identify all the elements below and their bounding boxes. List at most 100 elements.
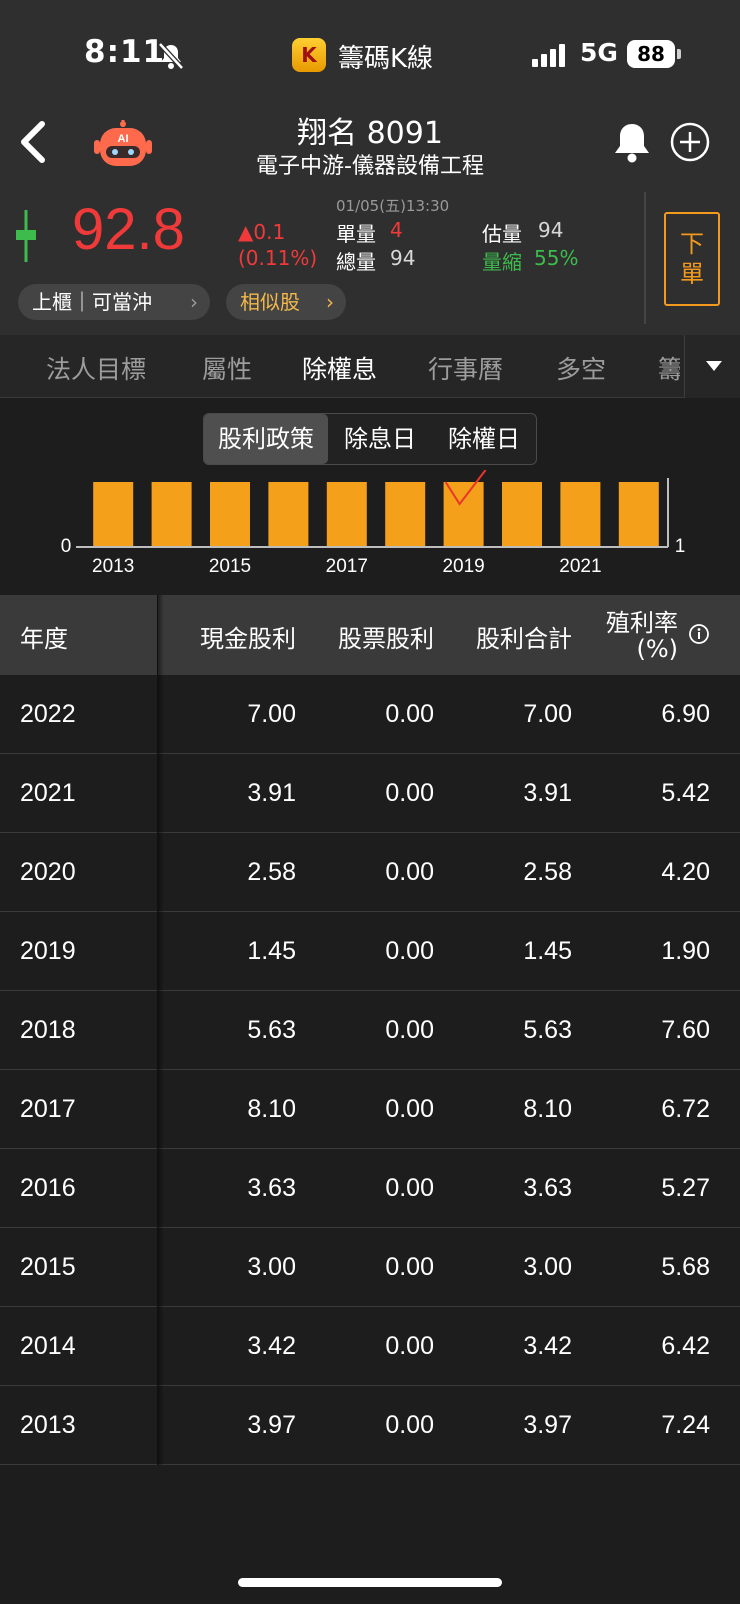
order-button-line1: 下 — [680, 230, 704, 258]
chart-x-tick-label: 2015 — [209, 556, 251, 577]
bell-icon[interactable] — [612, 120, 652, 164]
cell-stock-dividend: 0.00 — [385, 858, 434, 886]
cell-cash-dividend: 3.63 — [247, 1174, 296, 1202]
cell-stock-dividend: 0.00 — [385, 1095, 434, 1123]
add-watchlist-icon[interactable] — [670, 122, 710, 162]
cell-yield: 5.27 — [661, 1174, 710, 1202]
silent-bell-icon — [158, 42, 184, 70]
table-row[interactable]: 2015 3.00 0.00 3.00 5.68 — [0, 1228, 740, 1307]
cell-stock-dividend: 0.00 — [385, 779, 434, 807]
chart-y-left-label: 0 — [61, 536, 72, 557]
table-row[interactable]: 2017 8.10 0.00 8.10 6.72 — [0, 1070, 740, 1149]
tab-dropdown-button[interactable] — [684, 335, 740, 398]
single-volume-label: 單量 — [336, 222, 376, 246]
cell-total-dividend: 7.00 — [523, 700, 572, 728]
candlestick-icon — [16, 210, 36, 262]
cell-cash-dividend: 3.00 — [247, 1253, 296, 1281]
app-logo-icon: K — [292, 38, 326, 72]
segment-dividend-policy[interactable]: 股利政策 — [204, 414, 328, 464]
back-arrow-icon[interactable] — [18, 120, 48, 164]
tab-attributes[interactable]: 屬性 — [202, 355, 253, 384]
cell-yield: 7.24 — [661, 1411, 710, 1439]
signal-icon — [532, 44, 565, 67]
network-type: 5G — [580, 38, 618, 67]
chevron-right-icon: › — [190, 290, 198, 314]
triangle-down-icon — [706, 361, 722, 371]
table-row[interactable]: 2013 3.97 0.00 3.97 7.24 — [0, 1386, 740, 1465]
cell-stock-dividend: 0.00 — [385, 1411, 434, 1439]
cell-stock-dividend: 0.00 — [385, 1253, 434, 1281]
cell-year: 2016 — [20, 1174, 76, 1202]
home-indicator[interactable] — [238, 1578, 502, 1587]
status-time: 8:11 — [84, 34, 166, 70]
table-header: 年度 現金股利 股票股利 股利合計 殖利率 (%) — [0, 595, 740, 675]
cell-year: 2020 — [20, 858, 76, 886]
cell-stock-dividend: 0.00 — [385, 1332, 434, 1360]
segment-ex-dividend-date[interactable]: 除息日 — [344, 425, 416, 453]
tab-long-short[interactable]: 多空 — [556, 355, 607, 384]
cell-year: 2014 — [20, 1332, 76, 1360]
info-icon[interactable] — [688, 623, 710, 645]
chart-x-tick-label: 2013 — [92, 556, 134, 577]
cell-cash-dividend: 3.42 — [247, 1332, 296, 1360]
current-price: 92.8 — [72, 197, 185, 262]
order-button[interactable]: 下 單 — [664, 212, 720, 306]
table-row[interactable]: 2016 3.63 0.00 3.63 5.27 — [0, 1149, 740, 1228]
chart-checkmark-annotation — [444, 470, 487, 506]
header-divider — [644, 192, 646, 324]
chart-bar — [502, 482, 542, 546]
price-change: ▲0.1 — [238, 220, 286, 244]
header-stock-dividend: 股票股利 — [338, 625, 434, 653]
cell-cash-dividend: 7.00 — [247, 700, 296, 728]
cell-cash-dividend: 8.10 — [247, 1095, 296, 1123]
cell-year: 2013 — [20, 1411, 76, 1439]
table-row[interactable]: 2019 1.45 0.00 1.45 1.90 — [0, 912, 740, 991]
tab-institutional-target[interactable]: 法人目標 — [46, 355, 147, 384]
order-button-line2: 單 — [680, 260, 704, 288]
similar-stocks-pill[interactable]: 相似股 › — [226, 284, 346, 320]
frozen-column-shadow — [158, 595, 164, 1465]
table-row[interactable]: 2020 2.58 0.00 2.58 4.20 — [0, 833, 740, 912]
cell-stock-dividend: 0.00 — [385, 700, 434, 728]
total-volume-value: 94 — [390, 246, 416, 270]
cell-cash-dividend: 3.91 — [247, 779, 296, 807]
estimated-volume-label: 估量 — [482, 222, 522, 246]
chart-x-tick-label: 2019 — [442, 556, 484, 577]
table-row[interactable]: 2014 3.42 0.00 3.42 6.42 — [0, 1307, 740, 1386]
total-volume-label: 總量 — [336, 250, 376, 274]
cell-stock-dividend: 0.00 — [385, 1174, 434, 1202]
header-cash-dividend: 現金股利 — [200, 625, 296, 653]
cell-cash-dividend: 1.45 — [247, 937, 296, 965]
chart-bar — [326, 482, 367, 546]
price-change-percent: (0.11%) — [238, 246, 318, 270]
chevron-right-icon: › — [326, 290, 334, 314]
cell-year: 2022 — [20, 700, 76, 728]
header-yield-unit: (%) — [636, 635, 678, 663]
chart-bar — [560, 482, 601, 546]
tab-calendar[interactable]: 行事曆 — [428, 355, 504, 384]
single-volume-value: 4 — [390, 218, 403, 242]
table-row[interactable]: 2022 7.00 0.00 7.00 6.90 — [0, 675, 740, 754]
header-total-dividend: 股利合計 — [476, 625, 572, 653]
battery-tip — [677, 49, 681, 59]
market-info-pill[interactable]: 上櫃｜可當沖 › — [18, 284, 210, 320]
chart-bar — [618, 482, 659, 546]
segment-ex-rights-date[interactable]: 除權日 — [448, 425, 520, 453]
chart-bar — [151, 482, 192, 546]
cell-stock-dividend: 0.00 — [385, 1016, 434, 1044]
volume-shrink-label: 量縮 — [482, 250, 522, 274]
cell-yield: 5.42 — [661, 779, 710, 807]
table-row[interactable]: 2021 3.91 0.00 3.91 5.42 — [0, 754, 740, 833]
tab-dividends[interactable]: 除權息 — [302, 355, 378, 384]
cell-year: 2019 — [20, 937, 76, 965]
volume-shrink-value: 55% — [534, 246, 579, 270]
stock-industry: 電子中游-儀器設備工程 — [256, 154, 484, 179]
tab-chips[interactable]: 籌 — [658, 355, 680, 384]
frozen-column-divider — [157, 595, 158, 1465]
status-app-name: 籌碼K線 — [338, 44, 434, 74]
chart-bar — [268, 482, 309, 546]
cell-total-dividend: 3.42 — [523, 1332, 572, 1360]
cell-stock-dividend: 0.00 — [385, 937, 434, 965]
ai-robot-icon[interactable]: AI — [92, 120, 154, 170]
table-row[interactable]: 2018 5.63 0.00 5.63 7.60 — [0, 991, 740, 1070]
